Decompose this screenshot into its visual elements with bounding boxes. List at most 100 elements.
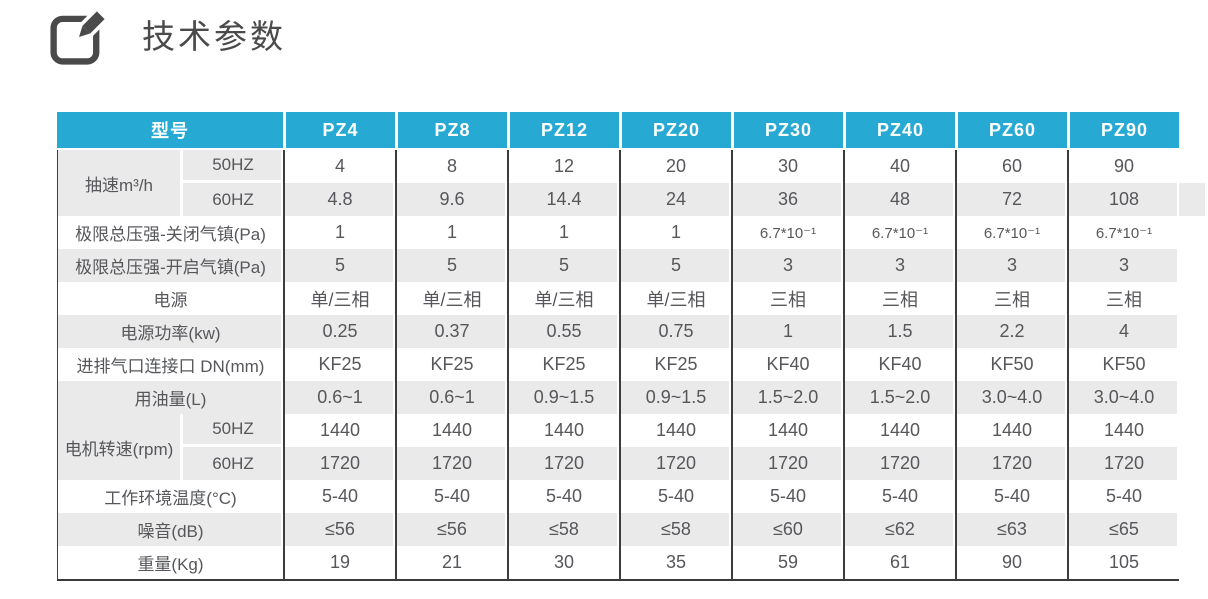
- row-bleed: [1179, 150, 1205, 183]
- cell-value: 3: [731, 249, 843, 282]
- cell-value: ≤56: [395, 513, 507, 546]
- cell-value: 1720: [1067, 447, 1179, 480]
- row-sub-label: 50HZ: [180, 150, 283, 183]
- cell-value: 9.6: [395, 183, 507, 216]
- cell-value: 5-40: [395, 480, 507, 513]
- cell-value: 6.7*10⁻¹: [843, 216, 955, 249]
- cell-value: 5: [283, 249, 395, 282]
- column-header-pz12: PZ12: [507, 112, 619, 150]
- cell-value: KF25: [507, 348, 619, 381]
- cell-value: 1: [283, 216, 395, 249]
- page-title: 技术参数: [142, 18, 286, 55]
- cell-value: 14.4: [507, 183, 619, 216]
- cell-value: 0.9~1.5: [507, 381, 619, 414]
- cell-value: 1: [731, 315, 843, 348]
- cell-value: 4: [283, 150, 395, 183]
- row-bleed: [1179, 414, 1205, 447]
- column-header-model: 型号: [57, 112, 283, 150]
- cell-value: 40: [843, 150, 955, 183]
- cell-value: 3.0~4.0: [955, 381, 1067, 414]
- row-bleed: [1179, 249, 1205, 282]
- column-header-pz4: PZ4: [283, 112, 395, 150]
- row-sub-label: 60HZ: [180, 447, 283, 480]
- cell-value: 1720: [843, 447, 955, 480]
- cell-value: 1720: [731, 447, 843, 480]
- cell-value: 48: [843, 183, 955, 216]
- cell-value: 5-40: [1067, 480, 1179, 513]
- cell-value: 1720: [283, 447, 395, 480]
- row-sub-label: 50HZ: [180, 414, 283, 447]
- table-row: 电源功率(kw) 0.25 0.37 0.55 0.75 1 1.5 2.2 4: [57, 315, 1205, 348]
- cell-value: 三相: [731, 282, 843, 315]
- cell-value: 0.55: [507, 315, 619, 348]
- row-bleed: [1179, 513, 1205, 546]
- cell-value: KF50: [1067, 348, 1179, 381]
- cell-value: 5-40: [619, 480, 731, 513]
- table-row: 极限总压强-开启气镇(Pa) 5 5 5 5 3 3 3 3: [57, 249, 1205, 282]
- cell-value: 0.9~1.5: [619, 381, 731, 414]
- cell-value: 1440: [955, 414, 1067, 447]
- cell-value: 90: [955, 546, 1067, 581]
- row-bleed: [1179, 546, 1205, 581]
- row-bleed: [1179, 282, 1205, 315]
- cell-value: 1440: [507, 414, 619, 447]
- cell-value: 108: [1067, 183, 1179, 216]
- table-row: 重量(Kg) 19 21 30 35 59 61 90 105: [57, 546, 1205, 581]
- row-label: 噪音(dB): [57, 513, 283, 546]
- cell-value: 105: [1067, 546, 1179, 581]
- column-header-pz8: PZ8: [395, 112, 507, 150]
- cell-value: 1: [395, 216, 507, 249]
- column-header-pz40: PZ40: [843, 112, 955, 150]
- column-header-pz60: PZ60: [955, 112, 1067, 150]
- table-row: 噪音(dB) ≤56 ≤56 ≤58 ≤58 ≤60 ≤62 ≤63 ≤65: [57, 513, 1205, 546]
- cell-value: 3: [955, 249, 1067, 282]
- cell-value: 5-40: [507, 480, 619, 513]
- cell-value: 2.2: [955, 315, 1067, 348]
- cell-value: 0.75: [619, 315, 731, 348]
- cell-value: 1720: [955, 447, 1067, 480]
- cell-value: 1.5~2.0: [731, 381, 843, 414]
- cell-value: 30: [731, 150, 843, 183]
- cell-value: 三相: [843, 282, 955, 315]
- row-label: 极限总压强-关闭气镇(Pa): [57, 216, 283, 249]
- cell-value: 6.7*10⁻¹: [955, 216, 1067, 249]
- table-row: 工作环境温度(°C) 5-40 5-40 5-40 5-40 5-40 5-40 5-40 5-…: [57, 480, 1205, 513]
- table-header-row: 型号 PZ4 PZ8 PZ12 PZ20 PZ30 PZ40 PZ60 PZ90: [57, 112, 1205, 150]
- cell-value: KF50: [955, 348, 1067, 381]
- cell-value: 0.37: [395, 315, 507, 348]
- row-bleed: [1179, 216, 1205, 249]
- table-row: 60HZ 1720 1720 1720 1720 1720 1720 1720 1720: [57, 447, 1205, 480]
- cell-value: 5: [507, 249, 619, 282]
- cell-value: 0.6~1: [395, 381, 507, 414]
- cell-value: 5: [619, 249, 731, 282]
- cell-value: 三相: [955, 282, 1067, 315]
- column-header-pz30: PZ30: [731, 112, 843, 150]
- cell-value: ≤56: [283, 513, 395, 546]
- table-row: 电源 单/三相 单/三相 单/三相 单/三相 三相 三相 三相 三相: [57, 282, 1205, 315]
- cell-value: 12: [507, 150, 619, 183]
- row-bleed: [1179, 447, 1205, 480]
- cell-value: 单/三相: [283, 282, 395, 315]
- cell-value: ≤63: [955, 513, 1067, 546]
- table-row: 抽速m³/h 50HZ 4 8 12 20 30 40 60 90: [57, 150, 1205, 216]
- cell-value: 6.7*10⁻¹: [731, 216, 843, 249]
- cell-value: ≤65: [1067, 513, 1179, 546]
- cell-value: 1720: [507, 447, 619, 480]
- edit-pencil-icon: [50, 8, 108, 65]
- cell-value: 1720: [619, 447, 731, 480]
- row-label: 工作环境温度(°C): [57, 480, 283, 513]
- column-header-pz90: PZ90: [1067, 112, 1179, 150]
- cell-value: 1440: [1067, 414, 1179, 447]
- row-label: 重量(Kg): [57, 546, 283, 581]
- row-label: 进排气口连接口 DN(mm): [57, 348, 283, 381]
- column-header-pz20: PZ20: [619, 112, 731, 150]
- cell-value: 3.0~4.0: [1067, 381, 1179, 414]
- table-body: 抽速m³/h 50HZ 4 8 12 20 30 40 60 90 60HZ 4.8 9.6 14.4 24…: [57, 150, 1205, 581]
- cell-value: 单/三相: [619, 282, 731, 315]
- cell-value: 19: [283, 546, 395, 581]
- cell-value: 4.8: [283, 183, 395, 216]
- cell-value: 5-40: [731, 480, 843, 513]
- cell-value: 单/三相: [395, 282, 507, 315]
- cell-value: 1: [507, 216, 619, 249]
